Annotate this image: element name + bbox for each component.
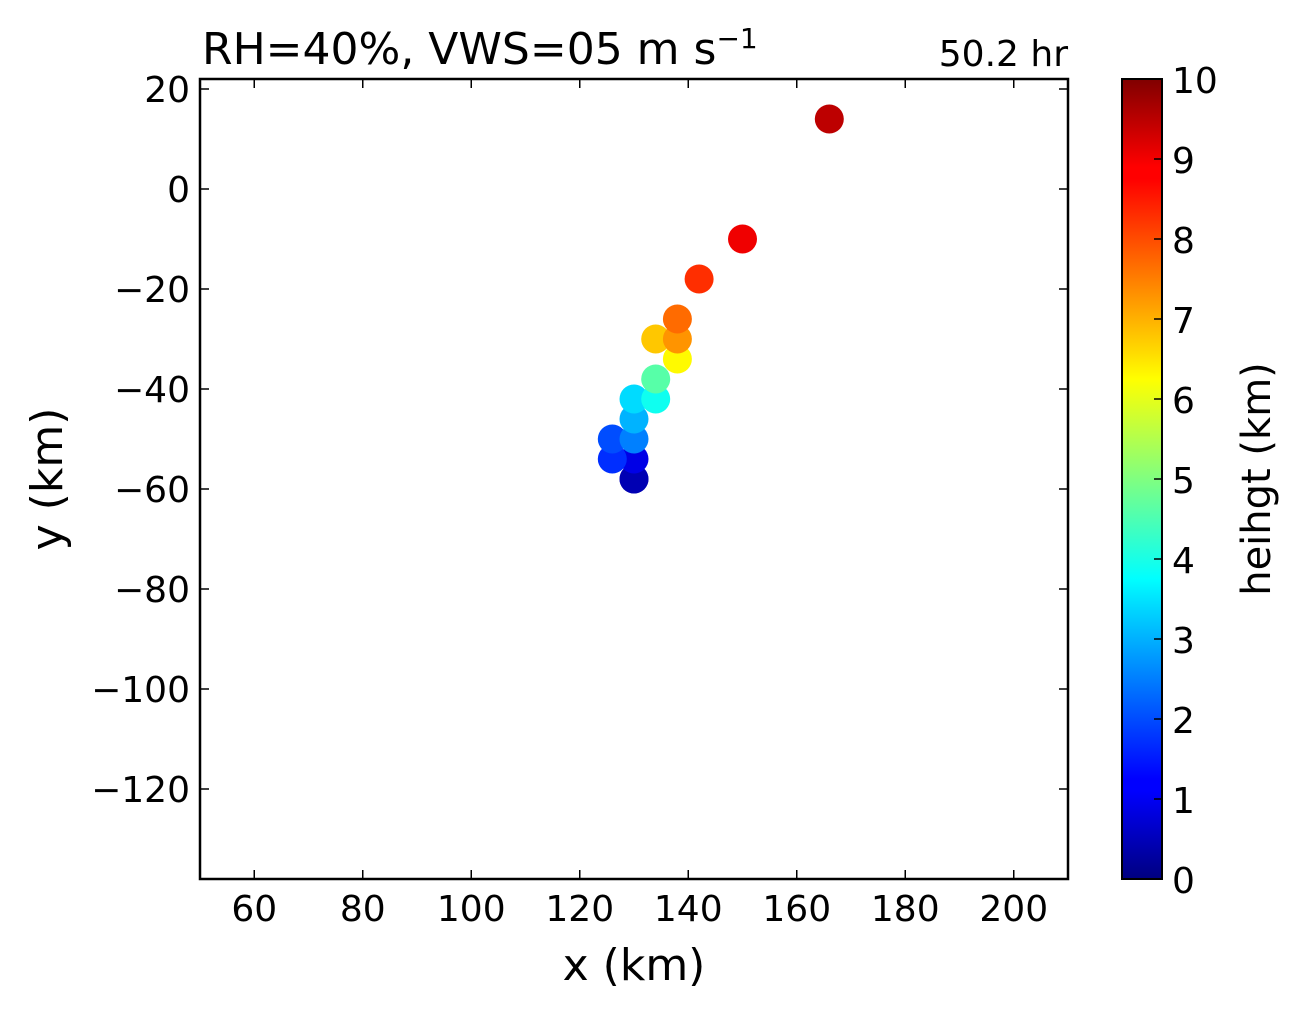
data-point bbox=[641, 364, 671, 394]
y-tick-label: 0 bbox=[167, 170, 190, 211]
data-point bbox=[662, 324, 692, 354]
colorbar-tick-label: 4 bbox=[1172, 541, 1195, 582]
y-tick-label: −120 bbox=[91, 770, 190, 811]
x-tick-label: 200 bbox=[979, 889, 1048, 930]
colorbar-tick-label: 3 bbox=[1172, 621, 1195, 662]
data-point bbox=[814, 104, 844, 134]
colorbar-tick-label: 2 bbox=[1172, 701, 1195, 742]
x-tick-label: 160 bbox=[762, 889, 831, 930]
data-point bbox=[619, 384, 649, 414]
chart-title: RH=40%, VWS=05 m s−1 bbox=[202, 22, 758, 75]
colorbar-tick-label: 1 bbox=[1172, 781, 1195, 822]
data-point bbox=[619, 444, 649, 474]
time-label: 50.2 hr bbox=[939, 34, 1068, 75]
y-axis-label: y (km) bbox=[22, 408, 73, 551]
x-tick-label: 180 bbox=[871, 889, 940, 930]
data-point bbox=[619, 404, 649, 434]
data-point bbox=[619, 464, 649, 494]
colorbar-tick-label: 6 bbox=[1172, 381, 1195, 422]
colorbar-tick-label: 9 bbox=[1172, 141, 1195, 182]
x-tick-label: 120 bbox=[545, 889, 614, 930]
data-point bbox=[641, 324, 671, 354]
plot-frame bbox=[198, 77, 1070, 881]
colorbar-ticks: 0 1 2 3 4 5 6 7 8 9 10 bbox=[1154, 61, 1218, 902]
colorbar-tick-label: 8 bbox=[1172, 221, 1195, 262]
x-tick-label: 60 bbox=[231, 889, 277, 930]
data-point bbox=[619, 424, 649, 454]
y-tick-label: −100 bbox=[91, 670, 190, 711]
data-point bbox=[662, 304, 692, 334]
data-point bbox=[597, 424, 627, 454]
data-point bbox=[641, 384, 671, 414]
x-axis-label: x (km) bbox=[563, 940, 706, 991]
data-point bbox=[597, 444, 627, 474]
data-point bbox=[684, 264, 714, 294]
data-point bbox=[728, 224, 757, 254]
y-tick-label: −20 bbox=[114, 270, 190, 311]
x-tick-label: 100 bbox=[437, 889, 506, 930]
colorbar-tick-label: 0 bbox=[1172, 861, 1195, 902]
colorbar-tick-label: 7 bbox=[1172, 301, 1195, 342]
colorbar-label: heihgt (km) bbox=[1234, 362, 1280, 596]
x-tick-label: 140 bbox=[654, 889, 723, 930]
y-tick-label: −40 bbox=[114, 370, 190, 411]
axis-ticks: 60 80 100 120 140 160 180 200200−20−40−60−80−10… bbox=[91, 70, 1068, 930]
data-point bbox=[662, 344, 692, 374]
y-tick-label: −80 bbox=[114, 570, 190, 611]
points-layer bbox=[597, 104, 844, 494]
y-tick-label: 20 bbox=[144, 70, 190, 111]
x-tick-label: 80 bbox=[340, 889, 386, 930]
colorbar-tick-label: 10 bbox=[1172, 61, 1218, 102]
colorbar-tick-label: 5 bbox=[1172, 461, 1195, 502]
y-tick-label: −60 bbox=[114, 470, 190, 511]
